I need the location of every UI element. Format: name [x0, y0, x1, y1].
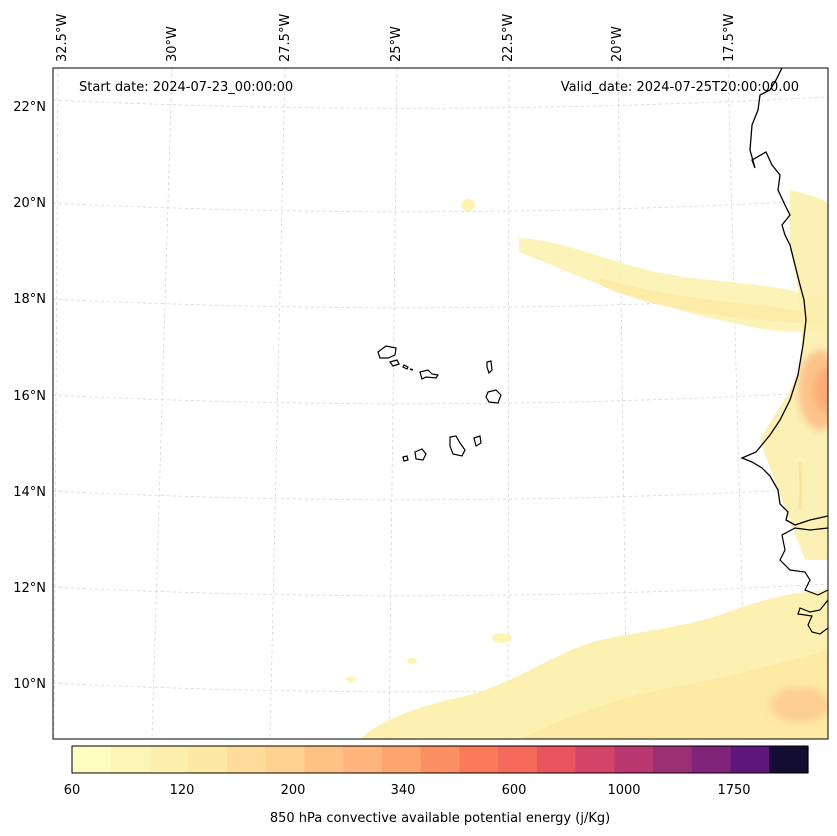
island-sao-nicolau-detail	[409, 368, 414, 371]
colorbar-segment	[343, 746, 383, 773]
cape-blob-4	[346, 676, 356, 682]
island-sao-nicolau	[419, 369, 440, 380]
colorbar	[72, 746, 809, 773]
lat-label-16n: 16°N	[13, 389, 46, 404]
cape-field-south-inner	[520, 650, 828, 739]
colorbar-segment	[575, 746, 615, 773]
colorbar-segment	[536, 746, 577, 773]
lon-label-20w: 20°W	[610, 26, 625, 62]
cape-field	[346, 190, 828, 739]
lat-label-20n: 20°N	[13, 196, 46, 211]
river-senegal-line	[798, 461, 803, 511]
colorbar-segment	[381, 746, 422, 773]
cape-blob-3	[407, 658, 417, 664]
colorbar-segment	[72, 746, 112, 773]
colorbar-tick-600: 600	[502, 783, 527, 798]
lon-label-17-5w: 17.5°W	[722, 14, 737, 62]
colorbar-segment	[730, 746, 770, 773]
longitude-labels: 32.5°W 30°W 27.5°W 25°W 22.5°W 20°W 17.5…	[55, 14, 737, 62]
island-santiago	[449, 435, 466, 457]
colorbar-tick-60: 60	[64, 783, 81, 798]
colorbar-segment	[653, 746, 693, 773]
colorbar-tick-120: 120	[170, 783, 195, 798]
colorbar-segment	[769, 746, 809, 773]
island-santa-luzia	[402, 364, 409, 370]
colorbar-segment	[691, 746, 732, 773]
colorbar-segment	[498, 746, 538, 773]
colorbar-segment	[149, 746, 189, 773]
island-sao-vicente	[388, 359, 400, 367]
coastline-west-africa	[740, 68, 828, 526]
colorbar-segment	[265, 746, 306, 773]
lat-label-14n: 14°N	[13, 485, 46, 500]
island-sal	[486, 360, 493, 375]
colorbar-frame	[71, 745, 809, 774]
lat-label-22n: 22°N	[13, 100, 46, 115]
colorbar-segment	[226, 746, 267, 773]
start-date-label: Start date: 2024-07-23_00:00:00	[79, 80, 293, 95]
coastline-guinea	[797, 599, 828, 635]
lat-label-10n: 10°N	[13, 677, 46, 692]
island-santo-antao	[377, 345, 397, 359]
cape-blob-1	[461, 199, 475, 211]
island-boa-vista	[485, 389, 502, 404]
colorbar-tick-1750: 1750	[717, 783, 750, 798]
cape-max-coast	[798, 350, 828, 430]
colorbar-segment	[304, 746, 344, 773]
cape-coastal-band	[760, 190, 828, 560]
colorbar-tick-340: 340	[391, 783, 416, 798]
valid-date-label: Valid_date: 2024-07-25T20:00:00.00	[561, 80, 799, 95]
map-frame	[52, 67, 829, 740]
lon-label-22-5w: 22.5°W	[501, 14, 516, 62]
cape-max-coast-core	[814, 368, 828, 412]
colorbar-ticks: 60 120 200 340 600 1000 1750	[64, 783, 751, 798]
colorbar-segment	[614, 746, 654, 773]
cape-blob-2	[492, 633, 512, 643]
island-fogo	[414, 448, 427, 461]
lon-label-25w: 25°W	[389, 26, 404, 62]
lat-label-12n: 12°N	[13, 581, 46, 596]
coastline-guinea-bissau	[779, 527, 828, 596]
cape-max-south	[770, 687, 828, 723]
colorbar-segment	[110, 746, 151, 773]
lon-label-30w: 30°W	[165, 26, 180, 62]
island-brava	[402, 455, 409, 462]
latitude-labels: 22°N 20°N 18°N 16°N 14°N 12°N 10°N	[13, 100, 46, 692]
colorbar-segment	[459, 746, 499, 773]
lat-label-18n: 18°N	[13, 292, 46, 307]
island-maio	[473, 435, 482, 447]
colorbar-label: 850 hPa convective available potential e…	[270, 811, 610, 826]
colorbar-segment	[420, 746, 460, 773]
cape-verde-islands	[377, 345, 502, 462]
colorbar-segment	[188, 746, 228, 773]
lon-label-27-5w: 27.5°W	[278, 14, 293, 62]
colorbar-tick-1000: 1000	[607, 783, 640, 798]
lon-label-32-5w: 32.5°W	[55, 14, 70, 62]
colorbar-tick-200: 200	[281, 783, 306, 798]
cape-plume-north-inner	[600, 278, 828, 325]
